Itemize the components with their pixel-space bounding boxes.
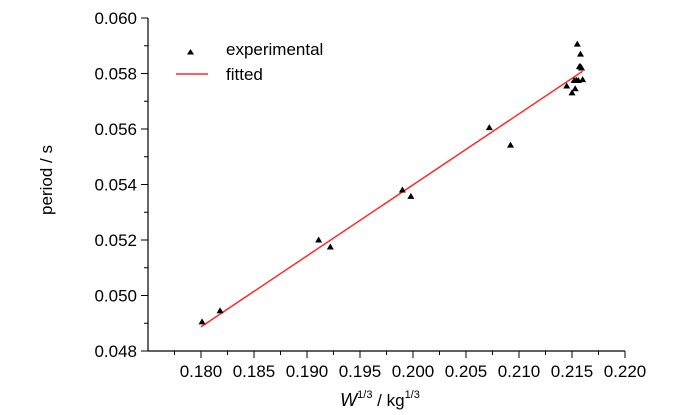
axes bbox=[141, 17, 626, 358]
x-axis-title: W1/3 / kg1/3 bbox=[340, 389, 420, 410]
legend-experimental-marker bbox=[187, 49, 194, 55]
experimental-point bbox=[571, 85, 579, 92]
x-tick-label: 0.220 bbox=[604, 362, 647, 381]
x-tick-label: 0.195 bbox=[339, 362, 382, 381]
y-tick-label: 0.054 bbox=[94, 176, 137, 195]
y-tick-label: 0.056 bbox=[94, 120, 137, 139]
experimental-point bbox=[507, 141, 515, 148]
experimental-point bbox=[579, 76, 587, 83]
x-axis-title-sup: 1/3 bbox=[357, 389, 372, 401]
tick-labels: 0.180 0.185 0.190 0.195 0.200 0.205 0.210 0.215… bbox=[94, 9, 646, 381]
experimental-point bbox=[198, 318, 206, 325]
legend-fitted-label: fitted bbox=[226, 65, 263, 84]
y-tick-label: 0.050 bbox=[94, 287, 137, 306]
y-tick-label: 0.058 bbox=[94, 65, 137, 84]
x-tick-label: 0.205 bbox=[445, 362, 488, 381]
y-tick-label: 0.052 bbox=[94, 231, 137, 250]
x-tick-label: 0.215 bbox=[551, 362, 594, 381]
x-tick-label: 0.200 bbox=[392, 362, 435, 381]
x-tick-label: 0.185 bbox=[233, 362, 276, 381]
experimental-point bbox=[315, 236, 323, 243]
y-tick-label: 0.048 bbox=[94, 342, 137, 361]
y-axis-title: period / s bbox=[37, 145, 56, 215]
experimental-points-layer bbox=[198, 40, 587, 325]
experimental-point bbox=[398, 186, 406, 193]
x-axis-title-mid: / kg bbox=[372, 391, 404, 410]
experimental-point bbox=[326, 243, 334, 250]
experimental-point bbox=[576, 63, 584, 70]
experimental-point bbox=[216, 307, 224, 314]
x-tick-label: 0.180 bbox=[180, 362, 223, 381]
legend: experimental fitted bbox=[176, 40, 323, 84]
x-tick-label: 0.210 bbox=[498, 362, 541, 381]
y-tick-label: 0.060 bbox=[94, 9, 137, 28]
experimental-point bbox=[485, 124, 493, 131]
experimental-point bbox=[573, 40, 581, 47]
x-axis-title-base: W bbox=[340, 390, 359, 410]
experimental-point bbox=[576, 50, 584, 57]
x-axis-title-sup2: 1/3 bbox=[405, 389, 420, 401]
x-tick-label: 0.190 bbox=[286, 362, 329, 381]
legend-experimental-label: experimental bbox=[226, 40, 323, 59]
experimental-point bbox=[407, 192, 415, 199]
experimental-point bbox=[563, 82, 571, 89]
fitted-line bbox=[200, 70, 584, 328]
experimental-point bbox=[568, 89, 576, 96]
fitted-line-layer bbox=[200, 70, 584, 328]
